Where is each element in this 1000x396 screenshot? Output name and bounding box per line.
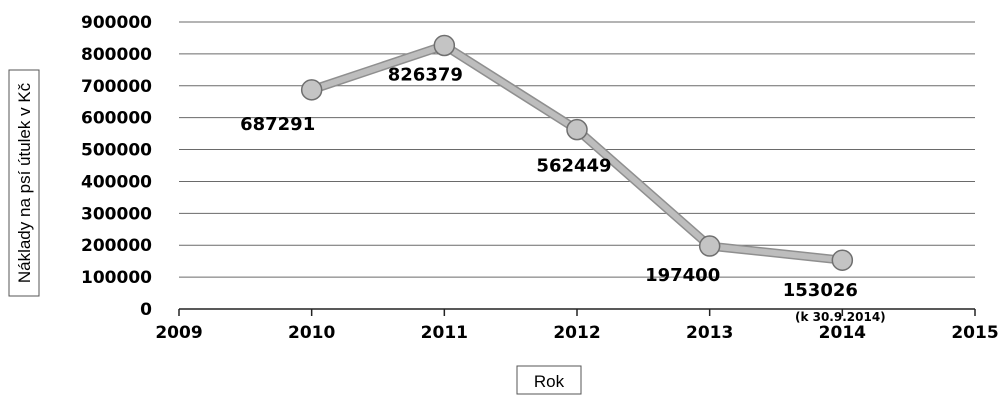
y-tick-label: 700000 [81,77,152,97]
x-tick-label: 2012 [553,323,600,343]
y-tick-label: 200000 [81,236,152,256]
y-axis-ticks: 0 100000 200000 300000 400000 500000 600000 700… [81,13,152,320]
y-axis-title: Náklady na psí útulek v Kč [15,82,34,283]
y-tick-label: 0 [140,300,152,320]
data-label: 197400 [645,265,720,286]
x-tick-label: 2015 [951,323,998,343]
y-tick-label: 800000 [81,45,152,65]
x-tick-label: 2013 [686,323,733,343]
y-tick-label: 100000 [81,268,152,288]
data-point [832,250,852,270]
data-label: 826379 [388,64,463,85]
x-axis-title: Rok [534,372,565,391]
y-axis-title-box: Náklady na psí útulek v Kč [9,70,39,296]
data-point [302,80,322,100]
y-tick-label: 600000 [81,109,152,129]
y-tick-label: 400000 [81,172,152,192]
gridlines [179,22,975,277]
x-tick-label: 2011 [421,323,468,343]
y-tick-label: 900000 [81,13,152,33]
annotation-note: (k 30.9.2014) [795,310,886,324]
x-axis-title-box: Rok [517,366,581,394]
x-tick-label: 2014 [819,323,866,343]
data-label: 687291 [240,114,315,135]
x-tick-label: 2009 [155,323,202,343]
data-label: 153026 [783,280,858,301]
data-labels: 687291 826379 562449 197400 153026 (k 30.9.20… [240,64,886,324]
series-group [302,35,853,270]
y-tick-label: 300000 [81,204,152,224]
data-point [700,236,720,256]
y-tick-label: 500000 [81,141,152,161]
data-point [434,35,454,55]
data-point [567,120,587,140]
data-label: 562449 [536,156,611,177]
x-tick-label: 2010 [288,323,335,343]
